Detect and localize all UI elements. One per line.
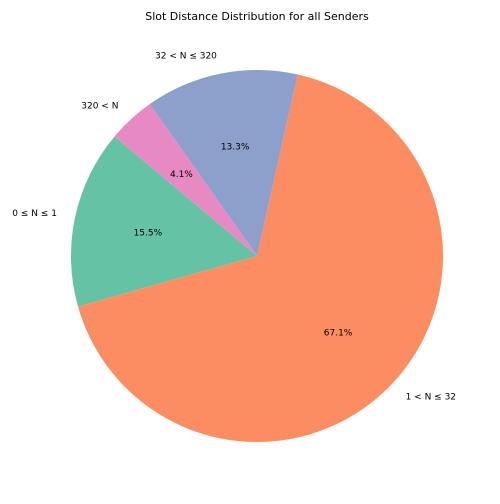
slice-percent-label: 15.5%	[134, 229, 163, 239]
slice-category-label: 0 ≤ N ≤ 1	[12, 209, 57, 219]
pie-slice-1-n-32	[78, 74, 443, 443]
slice-category-label: 1 < N ≤ 32	[406, 393, 456, 403]
pie-slice-32-n-320	[149, 70, 298, 256]
slice-percent-label: 13.3%	[221, 143, 250, 153]
pie-labels: 15.5% 0 ≤ N ≤ 1 67.1% 1 < N ≤ 32 13.3% 32 < N…	[12, 51, 456, 402]
slice-percent-label: 4.1%	[170, 170, 193, 180]
slice-category-label: 320 < N	[81, 101, 118, 111]
slice-category-label: 32 < N ≤ 320	[155, 51, 217, 61]
pie-slices	[71, 70, 443, 443]
chart-title: Slot Distance Distribution for all Sende…	[145, 10, 369, 23]
pie-slice-320-n	[114, 104, 257, 256]
pie-slice-0-n-1	[71, 136, 257, 307]
slice-percent-label: 67.1%	[324, 329, 353, 339]
